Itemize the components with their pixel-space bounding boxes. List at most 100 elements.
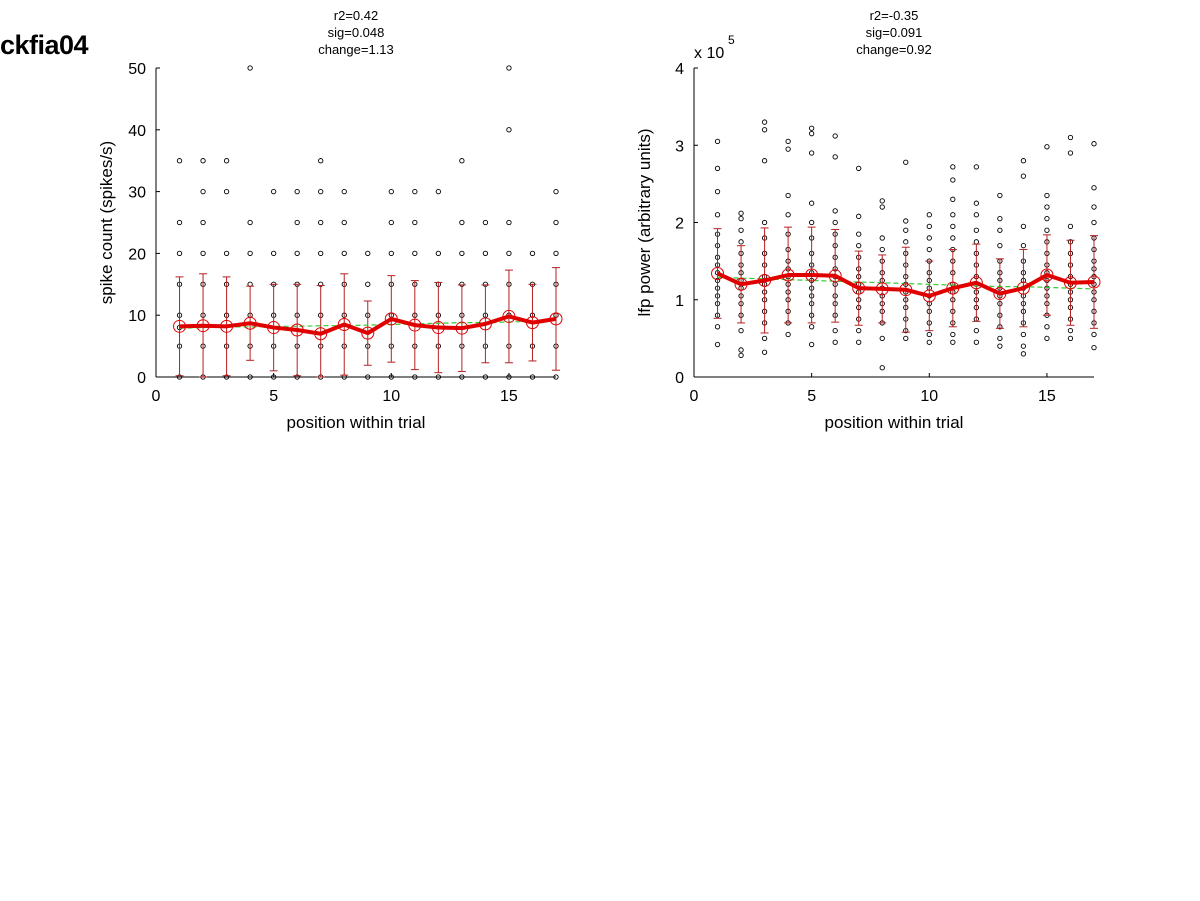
sample-point	[856, 213, 862, 219]
sample-point	[553, 188, 559, 195]
mean-marker	[478, 317, 492, 331]
error-bar	[1090, 235, 1098, 329]
sample-point	[903, 159, 909, 165]
sample-point	[1067, 134, 1074, 141]
y-tick-label: 10	[128, 308, 146, 325]
sample-point	[247, 219, 253, 226]
y-tick-label: 30	[128, 185, 146, 202]
mean-marker	[290, 323, 304, 337]
y-tick-label: 0	[137, 370, 146, 387]
sample-point	[1091, 344, 1097, 351]
sample-point	[808, 341, 815, 348]
sample-point	[903, 218, 909, 224]
x-tick-label: 0	[152, 388, 161, 405]
sample-point	[553, 250, 559, 257]
sample-point	[808, 324, 815, 330]
sample-point	[714, 212, 721, 218]
sample-point	[318, 188, 324, 195]
sample-point	[832, 208, 838, 214]
sample-point	[1044, 324, 1050, 330]
sample-point	[1020, 331, 1027, 338]
sample-point	[950, 177, 956, 183]
sample-point	[973, 327, 980, 334]
sample-point	[412, 219, 418, 226]
sample-point	[926, 339, 932, 345]
sample-point	[785, 146, 791, 152]
y-tick-label: 0	[675, 370, 684, 387]
sample-point	[832, 154, 838, 160]
sample-point	[1044, 215, 1050, 222]
sample-point	[223, 188, 230, 195]
chart-1: r2=0.42 sig=0.048 change=1.13 0 5 10 15 0 10 20 30…	[97, 8, 563, 432]
sample-point	[832, 327, 838, 334]
y-exponent-label: x 10	[694, 45, 724, 62]
sample-point	[1020, 243, 1027, 249]
sample-point	[714, 188, 721, 195]
sample-point	[856, 327, 862, 334]
y-tick-label: 1	[675, 293, 684, 310]
mean-marker	[267, 321, 281, 335]
x-tick-label: 10	[382, 388, 400, 405]
sample-point	[412, 188, 418, 195]
sample-point	[1020, 158, 1027, 164]
stats-line: r2=-0.35	[870, 8, 919, 23]
sample-point	[738, 227, 744, 233]
sample-point	[879, 335, 885, 342]
sample-point	[856, 339, 862, 345]
sample-point	[294, 250, 300, 257]
sample-point	[761, 335, 768, 342]
sample-point	[856, 231, 862, 237]
sample-point	[200, 219, 206, 226]
sample-point	[879, 204, 885, 210]
mean-marker	[431, 321, 445, 335]
mean-marker	[337, 317, 351, 331]
sample-point	[973, 227, 980, 233]
sample-point	[294, 219, 300, 226]
sample-point	[553, 374, 559, 380]
sample-point	[997, 192, 1003, 199]
sample-point	[223, 158, 230, 164]
sample-point	[738, 239, 744, 245]
sample-point	[247, 250, 253, 257]
sample-point	[200, 188, 206, 195]
mean-marker	[220, 319, 234, 333]
sample-point	[761, 119, 768, 125]
y-tick-label: 3	[675, 138, 684, 155]
sample-point	[1044, 204, 1050, 210]
sample-point	[176, 250, 183, 257]
mean-marker	[734, 277, 748, 291]
sample-point	[388, 219, 394, 226]
sample-point	[997, 335, 1003, 342]
sample-point	[997, 227, 1003, 233]
sample-point	[785, 138, 791, 145]
sample-point	[200, 250, 206, 257]
mean-marker	[781, 268, 795, 282]
sample-point	[903, 239, 909, 245]
sample-point	[785, 192, 791, 199]
mean-marker	[502, 309, 516, 323]
sample-point	[1091, 331, 1097, 338]
sample-point	[761, 127, 768, 133]
sample-point	[270, 188, 277, 195]
sample-point	[1044, 335, 1050, 342]
x-tick-label: 10	[920, 388, 938, 405]
sample-point	[856, 165, 862, 172]
mean-marker	[758, 273, 772, 287]
sample-point	[761, 158, 768, 164]
sample-point	[412, 250, 418, 257]
sample-point	[506, 374, 512, 380]
sample-point	[459, 219, 465, 226]
sample-point	[997, 215, 1003, 222]
sample-point	[879, 235, 885, 241]
sample-point	[1020, 173, 1027, 179]
mean-marker	[711, 266, 725, 280]
sample-point	[1044, 144, 1050, 150]
sample-point	[950, 223, 956, 230]
sample-point	[529, 250, 536, 257]
sample-point	[950, 196, 956, 202]
sample-point	[714, 138, 721, 145]
sample-point	[903, 227, 909, 233]
sample-point	[553, 219, 559, 226]
sample-point	[785, 212, 791, 218]
sample-point	[318, 158, 324, 164]
